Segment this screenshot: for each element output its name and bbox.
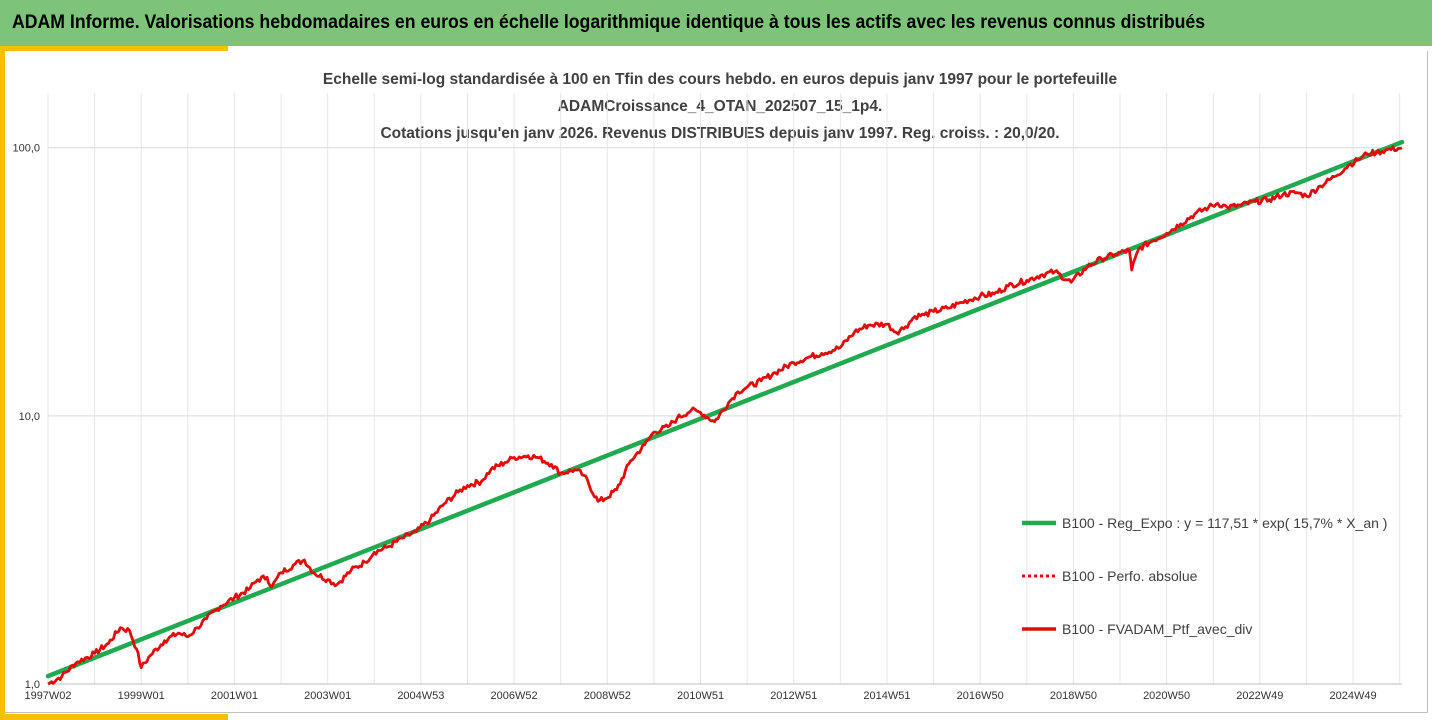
- legend-label-1: B100 - Reg_Expo : y = 117,51 * exp( 15,7…: [1062, 515, 1387, 531]
- x-tick-label: 2008W52: [584, 690, 631, 702]
- y-axis-labels: 1,0 10,0 100,0: [12, 143, 40, 691]
- x-tick-label: 2024W49: [1330, 690, 1377, 702]
- x-tick-label: 2004W53: [397, 690, 444, 702]
- x-tick-label: 2012W51: [770, 690, 817, 702]
- grid-lines: [47, 93, 1402, 685]
- x-tick-label: 2010W51: [677, 690, 724, 702]
- accent-bar-left: [0, 46, 5, 720]
- report-title: ADAM Informe. Valorisations hebdomadaire…: [12, 12, 1206, 33]
- x-tick-label: 2022W49: [1236, 690, 1283, 702]
- portfolio-line: [47, 145, 1403, 686]
- x-tick-label: 2018W50: [1050, 690, 1097, 702]
- chart-title-line-3: Cotations jusqu'en janv 2026. Revenus DI…: [380, 125, 1060, 142]
- x-tick-label: 2020W50: [1143, 690, 1190, 702]
- series-lines: [45, 139, 1405, 686]
- legend-label-3: B100 - FVADAM_Ptf_avec_div: [1062, 621, 1252, 637]
- x-axis-labels: 1997W02 1999W01 2001W01 2003W01 2004W53 2006W…: [24, 690, 1376, 702]
- x-tick-label: 2016W50: [957, 690, 1004, 702]
- accent-bar-top: [0, 46, 228, 51]
- chart-title-line-2: ADAMCroissance_4_OTAN_202507_15_1p4.: [557, 98, 883, 115]
- x-tick-label: 2003W01: [304, 690, 351, 702]
- legend: B100 - Reg_Expo : y = 117,51 * exp( 15,7…: [1022, 515, 1387, 637]
- y-tick-label: 1,0: [25, 679, 40, 691]
- x-tick-label: 1999W01: [118, 690, 165, 702]
- chart-title-line-1: Echelle semi-log standardisée à 100 en T…: [322, 71, 1118, 88]
- legend-label-2: B100 - Perfo. absolue: [1062, 568, 1198, 584]
- report-header: ADAM Informe. Valorisations hebdomadaire…: [0, 0, 1432, 46]
- y-tick-label: 100,0: [12, 143, 40, 155]
- accent-bar-bottom: [0, 714, 228, 720]
- y-tick-label: 10,0: [19, 411, 40, 423]
- chart-frame: [5, 51, 1428, 713]
- x-tick-label: 2001W01: [211, 690, 258, 702]
- x-tick-label: 2006W52: [491, 690, 538, 702]
- x-tick-label: 2014W51: [863, 690, 910, 702]
- x-tick-label: 1997W02: [24, 690, 71, 702]
